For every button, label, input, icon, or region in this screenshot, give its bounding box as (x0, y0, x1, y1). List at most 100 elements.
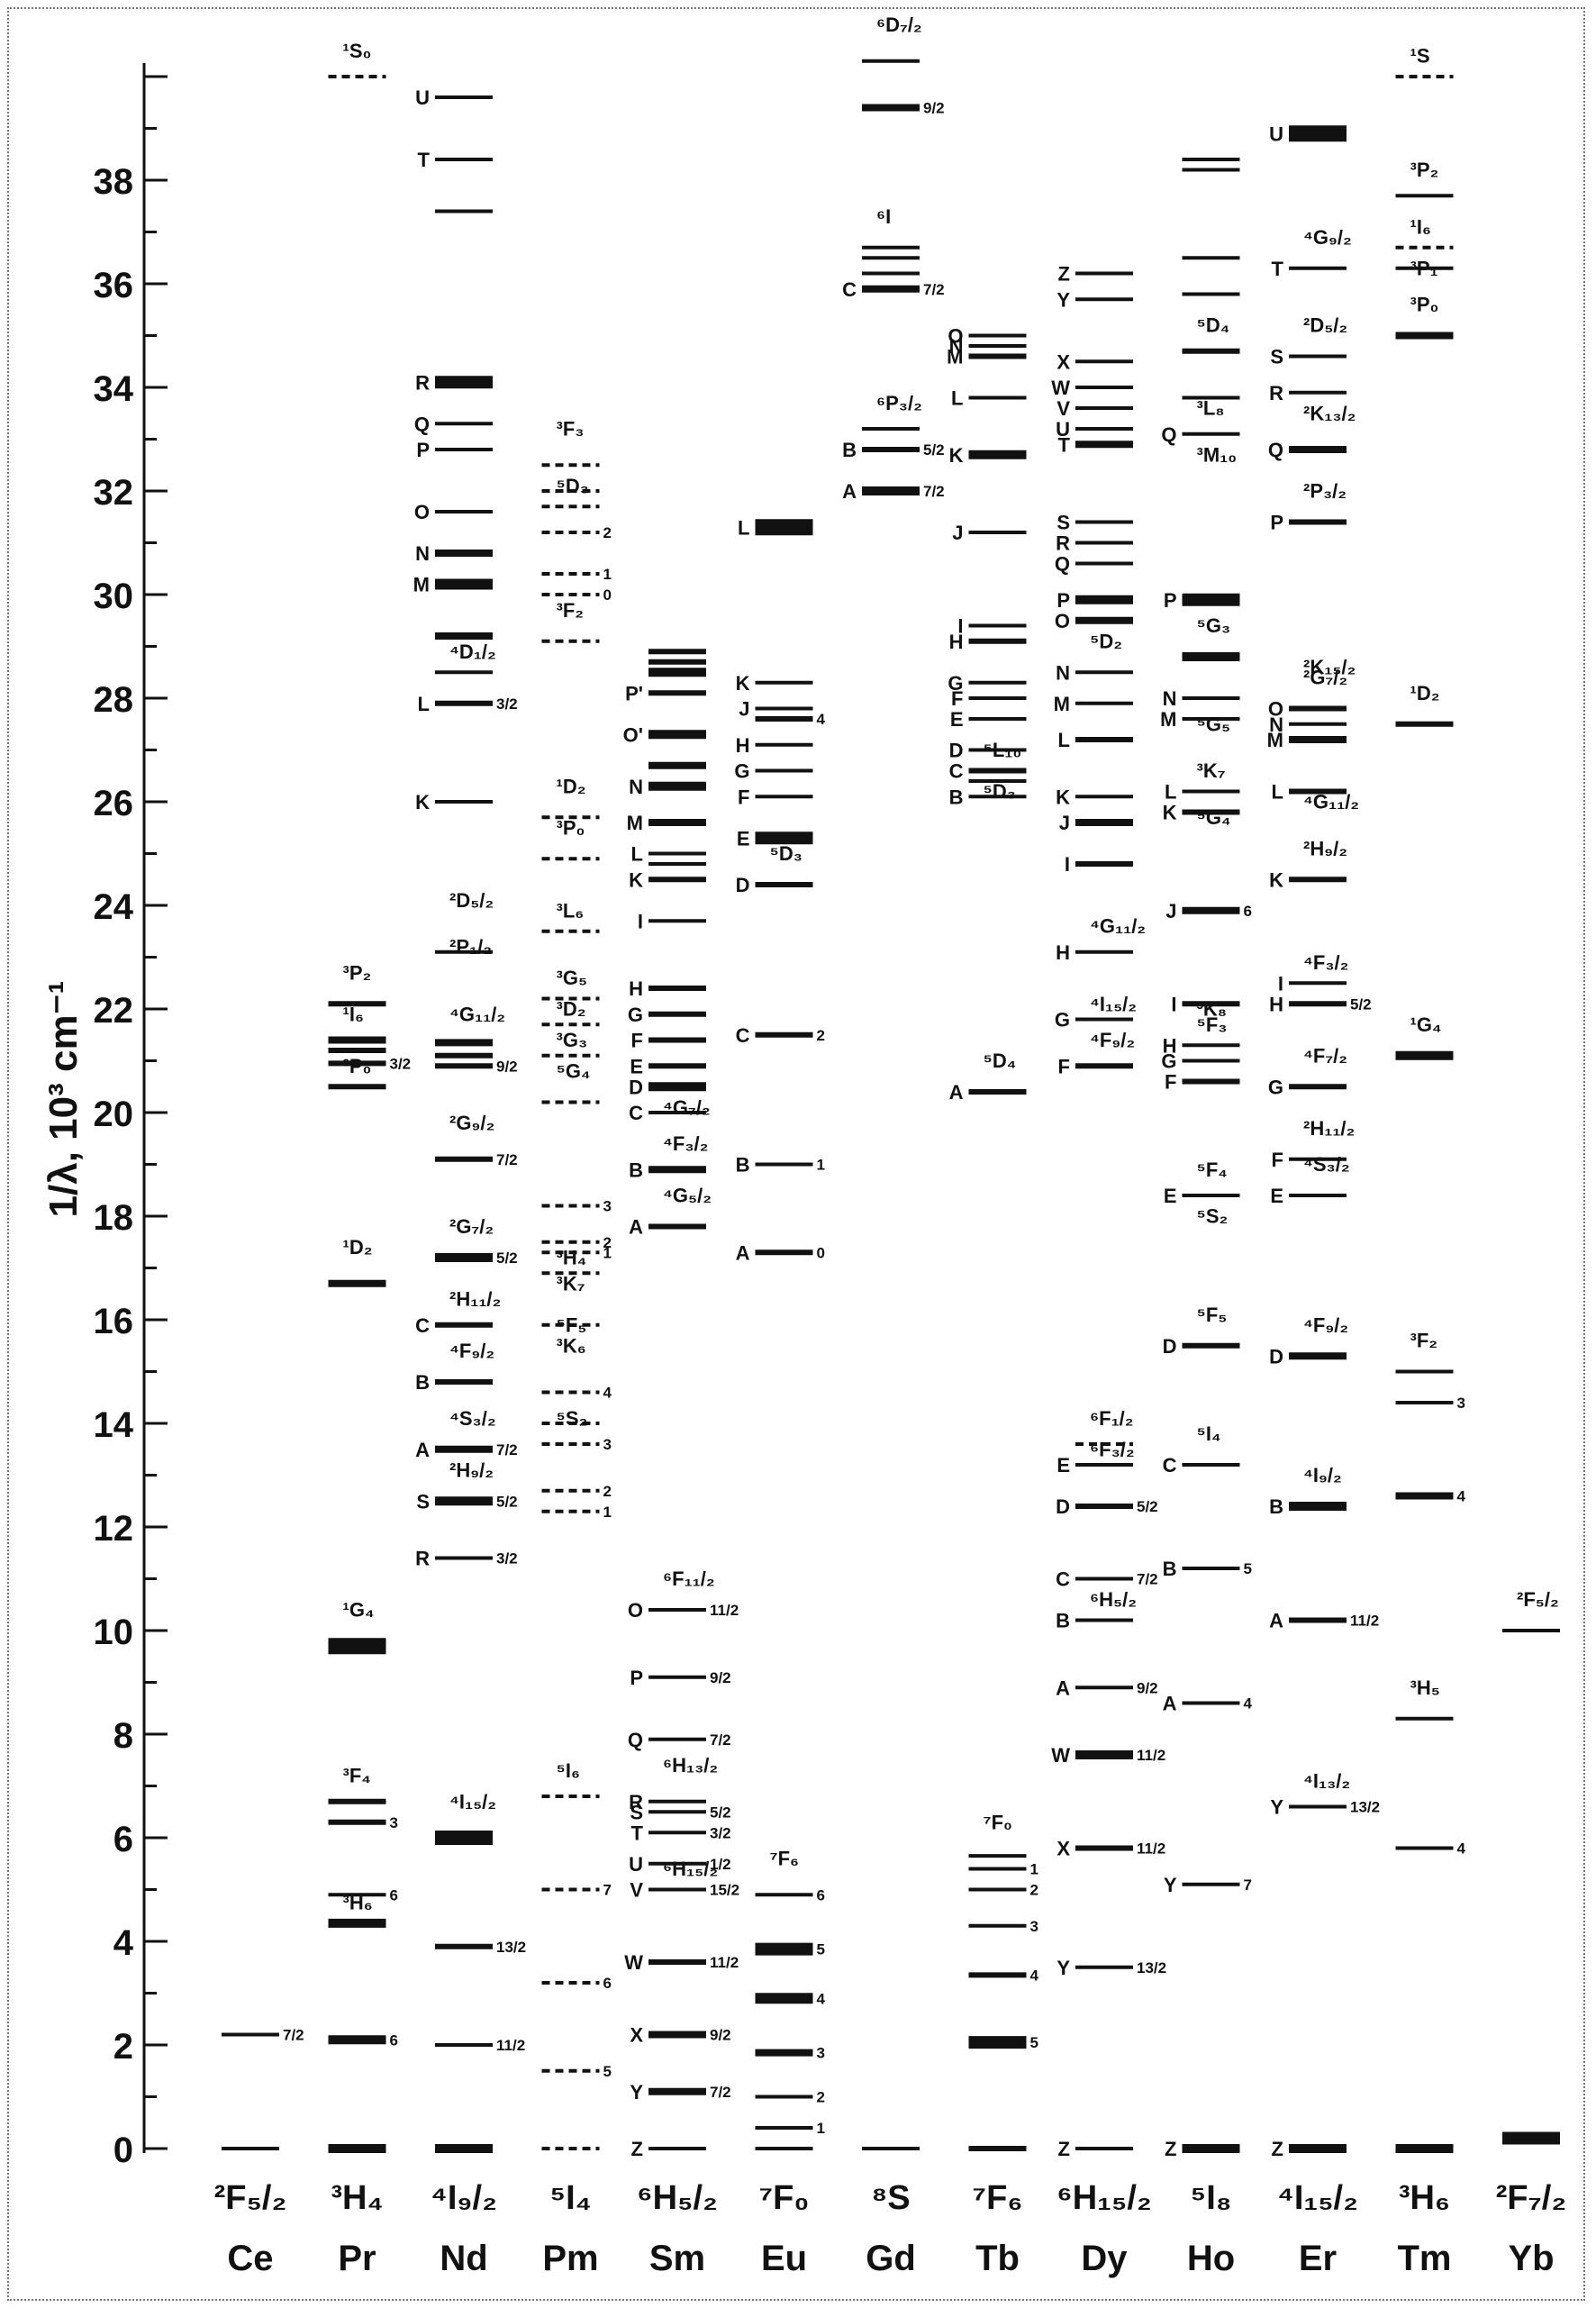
term-label: ⁶I (876, 205, 891, 228)
term-label: ³P₀ (343, 1055, 372, 1077)
level-letter: T (1272, 258, 1284, 280)
level-j-value: 7/2 (710, 2084, 731, 2101)
ground-state-label: ³H₄ (331, 2179, 383, 2217)
term-label: ⁶D₇/₂ (876, 14, 922, 36)
level-letter: H (1269, 993, 1283, 1015)
level-j-value: 5 (603, 2063, 612, 2080)
level-j-value: 5/2 (923, 441, 945, 459)
level-letter: L (1058, 729, 1070, 751)
level-j-value: 4 (603, 1385, 612, 1402)
level-j-value: 7 (1244, 1876, 1252, 1894)
ion-column-pr: 6 6 3 3/2 ³F₄ ³H₆ ¹G₄ ¹D₂ ³P₀ ¹I₆ ³P₂ ¹S₀ ³H₄ Pr (328, 40, 412, 2278)
term-label: ³F₃ (557, 418, 585, 441)
level-letter: P (1056, 589, 1070, 612)
level-letter: R (1056, 532, 1070, 555)
level-letter: I (638, 910, 643, 932)
y-tick-label: 30 (94, 577, 134, 616)
level-letter: A (949, 1081, 964, 1104)
term-label: ³K₈ (1197, 998, 1228, 1021)
level-j-value: 5/2 (496, 1493, 518, 1510)
level-j-value: 0 (817, 1244, 825, 1261)
level-letter: K (415, 791, 430, 813)
level-letter: J (1165, 900, 1176, 922)
level-letter: T (418, 149, 431, 171)
level-letter: H (949, 631, 964, 653)
ion-symbol: Pr (338, 2239, 376, 2278)
ion-column-gd: A 7/2 B 5/2 C 7/2 9/2 ⁶P₃/₂ ⁶I ⁶D₇/₂ ⁸S Gd (842, 14, 945, 2278)
level-j-value: 1 (603, 1244, 612, 1261)
level-letter: L (418, 693, 430, 715)
level-j-value: 3 (1030, 1918, 1038, 1935)
level-letter: A (1163, 1693, 1177, 1715)
term-label: ³M₁₀ (1197, 443, 1238, 466)
ion-column-nd: 11/2 13/2 R 3/2 S 5/2 A 7/2 B C 5/2 7/2 9/2 K L 3/2 MNO P… (413, 86, 526, 2278)
y-tick-label: 34 (94, 369, 134, 409)
level-letter: U (415, 86, 430, 109)
y-tick-label: 36 (94, 266, 134, 305)
level-letter: Z (631, 2138, 643, 2160)
level-letter: P' (625, 682, 643, 704)
term-label: ³L₆ (557, 899, 585, 922)
level-letter: S (416, 1490, 430, 1513)
term-label: ¹G₄ (343, 1599, 375, 1622)
level-letter: I (1278, 972, 1283, 995)
term-label: ¹D₂ (343, 1236, 373, 1258)
level-letter: O (1268, 698, 1283, 721)
level-j-value: 11/2 (1137, 1747, 1165, 1764)
level-letter: H (629, 977, 643, 1000)
level-letter: O (414, 501, 430, 523)
level-letter: D (736, 874, 750, 896)
level-letter: Y (1270, 1796, 1283, 1819)
level-letter: M (627, 812, 643, 834)
term-label: ⁶H₅/₂ (1090, 1588, 1137, 1611)
level-letter: U (1269, 123, 1283, 145)
ground-state-label: ²F₇/₂ (1496, 2179, 1567, 2217)
term-label: ⁴F₃/₂ (1303, 951, 1348, 974)
ion-symbol: Nd (440, 2239, 487, 2278)
term-label: ⁵I₄ (1197, 1422, 1221, 1445)
level-letter: S (1270, 346, 1283, 368)
level-j-value: 3/2 (390, 1055, 412, 1072)
y-tick-label: 0 (113, 2131, 133, 2170)
ground-state-label: ⁷F₆ (972, 2179, 1022, 2217)
term-label: ⁴I₁₃/₂ (1303, 1769, 1350, 1792)
level-j-value: 7/2 (923, 281, 945, 298)
level-letter: P (630, 1667, 643, 1689)
y-tick-label: 20 (94, 1095, 134, 1134)
level-j-value: 3 (817, 2045, 825, 2062)
level-j-value: 4 (1457, 1840, 1466, 1858)
level-letter: I (1171, 993, 1176, 1015)
level-letter: L (631, 843, 643, 866)
level-j-value: 5/2 (710, 1804, 731, 1821)
term-label: ⁶F₁/₂ (1090, 1407, 1134, 1430)
term-label: ⁴F₃/₂ (663, 1132, 708, 1155)
level-letter: I (957, 615, 963, 638)
level-j-value: 2 (603, 1483, 612, 1500)
level-letter: H (1056, 941, 1070, 964)
term-label: ⁵D₄ (984, 1050, 1017, 1072)
ion-symbol: Tb (975, 2239, 1020, 2278)
y-tick-label: 22 (94, 991, 134, 1031)
term-label: ²K₁₃/₂ (1303, 402, 1356, 424)
level-j-value: 4 (1457, 1488, 1466, 1505)
level-letter: Q (414, 413, 430, 435)
level-letter: K (629, 868, 643, 891)
level-letter: Y (1056, 1957, 1070, 1979)
ion-symbol: Tm (1398, 2239, 1452, 2278)
level-j-value: 9/2 (923, 100, 945, 117)
level-j-value: 7/2 (496, 1151, 518, 1168)
level-letter: X (630, 2024, 643, 2047)
level-j-value: 7/2 (496, 1441, 518, 1458)
term-label: ³K₆ (557, 1334, 586, 1357)
ion-symbol: Eu (761, 2239, 807, 2278)
y-tick-label: 4 (113, 1923, 134, 1963)
level-letter: E (1056, 1454, 1070, 1477)
level-j-value: 13/2 (1137, 1959, 1166, 1976)
term-label: ³G₅ (557, 967, 588, 989)
ion-symbol: Er (1299, 2239, 1337, 2278)
y-tick-label: 24 (94, 887, 134, 927)
level-letter: B (842, 439, 857, 461)
level-letter: C (629, 1102, 643, 1124)
